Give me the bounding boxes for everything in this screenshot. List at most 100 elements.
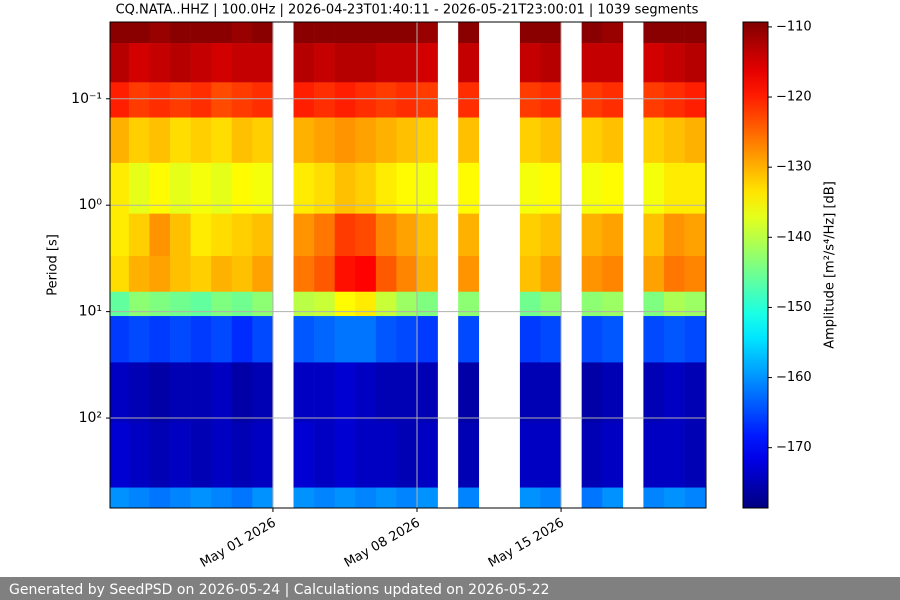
colorbar-tick-label: −140	[776, 230, 812, 245]
heatmap-cell	[684, 255, 706, 293]
heatmap-cell	[684, 291, 706, 317]
heatmap-cell	[519, 213, 541, 257]
heatmap-cell	[170, 117, 191, 164]
heatmap-cell	[458, 162, 480, 214]
heatmap-cell	[663, 316, 685, 363]
heatmap-cell	[540, 82, 562, 118]
heatmap-cell	[663, 362, 685, 423]
heatmap-cell	[375, 362, 397, 423]
heatmap-cell	[458, 487, 480, 509]
y-tick-label: 10⁰	[79, 197, 103, 213]
y-tick-label: 10¹	[79, 304, 102, 320]
heatmap-cell	[252, 487, 274, 509]
heatmap-cell	[211, 316, 233, 363]
heatmap-cell	[663, 213, 685, 257]
heatmap-cell	[519, 117, 541, 164]
footer-text: Generated by SeedPSD on 2026-05-24 | Cal…	[9, 582, 550, 598]
heatmap-cell	[314, 213, 335, 257]
heatmap-cell	[458, 255, 480, 293]
heatmap-cell	[396, 316, 418, 363]
heatmap-cell	[519, 22, 541, 44]
x-tick-label: May 01 2026	[198, 516, 279, 571]
heatmap-cell	[190, 362, 212, 423]
heatmap-cell	[128, 291, 150, 317]
heatmap-cell	[643, 422, 665, 488]
heatmap-cell	[581, 291, 603, 317]
y-tick-label: 10²	[79, 410, 102, 426]
heatmap-cell	[375, 255, 397, 293]
heatmap-cell	[110, 291, 130, 317]
heatmap-cell	[643, 117, 665, 164]
heatmap-cell	[128, 213, 150, 257]
heatmap-cell	[602, 422, 624, 488]
heatmap-cell	[149, 82, 171, 118]
heatmap-cell	[396, 291, 418, 317]
heatmap-cell	[417, 291, 438, 317]
heatmap-cell	[149, 422, 171, 488]
heatmap-cell	[602, 117, 624, 164]
heatmap-cell	[149, 255, 171, 293]
heatmap-cell	[314, 291, 335, 317]
heatmap-cell	[334, 82, 356, 118]
heatmap-cell	[355, 422, 377, 488]
heatmap-cell	[128, 422, 150, 488]
heatmap-cell	[519, 43, 541, 83]
heatmap-cell	[211, 362, 233, 423]
heatmap-cell	[252, 82, 274, 118]
heatmap-cell	[252, 255, 274, 293]
colorbar-tick-label: −110	[776, 19, 812, 34]
heatmap-cell	[314, 162, 335, 214]
heatmap-cell	[231, 22, 253, 44]
heatmap-cell	[252, 316, 274, 363]
heatmap-cell	[396, 162, 418, 214]
y-axis-label: Period [s]	[46, 234, 61, 296]
heatmap-cell	[231, 362, 253, 423]
heatmap-cell	[643, 487, 665, 509]
heatmap-cell	[458, 316, 480, 363]
heatmap-cell	[602, 487, 624, 509]
heatmap-cell	[211, 487, 233, 509]
heatmap-cell	[170, 22, 191, 44]
heatmap-cell	[396, 43, 418, 83]
heatmap-cell	[334, 162, 356, 214]
heatmap-cell	[540, 22, 562, 44]
heatmap-cell	[293, 362, 315, 423]
heatmap-cell	[334, 255, 356, 293]
heatmap-cell	[110, 362, 130, 423]
x-tick-label: May 15 2026	[486, 516, 567, 571]
heatmap-cell	[540, 316, 562, 363]
heatmap-cell	[581, 487, 603, 509]
heatmap-cell	[540, 213, 562, 257]
heatmap-cell	[128, 255, 150, 293]
heatmap-cell	[643, 362, 665, 423]
heatmap-cell	[458, 22, 480, 44]
heatmap-cell	[684, 316, 706, 363]
heatmap-cell	[663, 291, 685, 317]
heatmap-cell	[519, 487, 541, 509]
heatmap-cell	[293, 82, 315, 118]
heatmap-cell	[375, 213, 397, 257]
heatmap-cell	[417, 162, 438, 214]
heatmap-cell	[128, 487, 150, 509]
heatmap-cell	[293, 316, 315, 363]
x-tick-label: May 08 2026	[342, 516, 423, 571]
heatmap-cell	[540, 117, 562, 164]
heatmap-cell	[314, 362, 335, 423]
heatmap-cell	[334, 213, 356, 257]
heatmap-cell	[231, 82, 253, 118]
heatmap-cell	[314, 82, 335, 118]
heatmap-cell	[211, 422, 233, 488]
heatmap-cell	[149, 291, 171, 317]
heatmap-cell	[602, 22, 624, 44]
heatmap-cell	[231, 117, 253, 164]
heatmap-cell	[602, 316, 624, 363]
heatmap-cell	[396, 362, 418, 423]
heatmap-cell	[334, 487, 356, 509]
heatmap-cell	[663, 82, 685, 118]
heatmap-cell	[252, 43, 274, 83]
heatmap-cell	[252, 117, 274, 164]
heatmap-cell	[334, 422, 356, 488]
heatmap-cell	[375, 117, 397, 164]
heatmap-cell	[231, 487, 253, 509]
